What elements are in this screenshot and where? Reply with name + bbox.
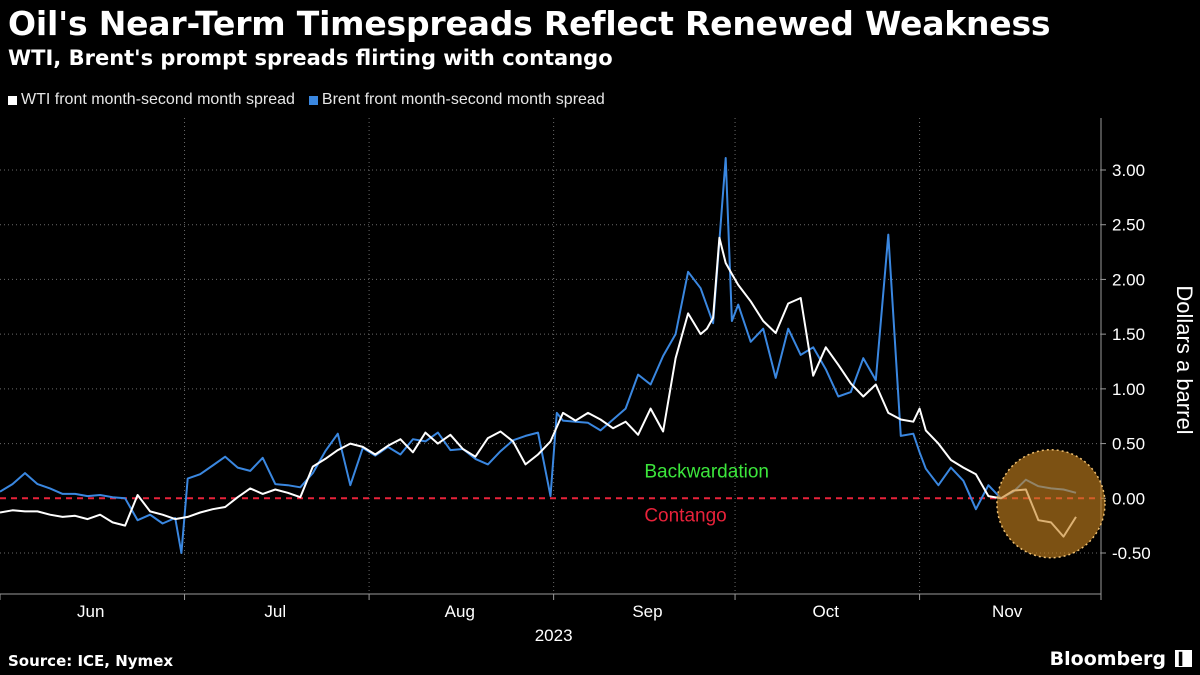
annotation-contango: Contango xyxy=(644,505,726,526)
chart-subtitle: WTI, Brent's prompt spreads flirting wit… xyxy=(8,46,613,70)
series-line-wti xyxy=(0,236,1077,538)
chart-title: Oil's Near-Term Timespreads Reflect Rene… xyxy=(8,4,1051,43)
series-line-brent xyxy=(0,157,1077,554)
legend-label-wti: WTI front month-second month spread xyxy=(21,91,295,108)
legend-item-wti: WTI front month-second month spread xyxy=(8,91,295,109)
annotation-backwardation: Backwardation xyxy=(644,461,769,482)
bloomberg-terminal-icon: ▍ xyxy=(1175,650,1192,667)
x-axis-year-label: 2023 xyxy=(535,626,573,645)
y-tick-label: -0.50 xyxy=(1112,544,1151,563)
legend-swatch-brent xyxy=(308,95,318,105)
legend: WTI front month-second month spread Bren… xyxy=(8,91,605,109)
source-note: Source: ICE, Nymex xyxy=(8,652,174,670)
legend-swatch-wti xyxy=(8,95,17,105)
x-tick-label-sep: Sep xyxy=(632,602,662,621)
y-tick-label: 0.50 xyxy=(1112,435,1145,454)
x-tick-label-nov: Nov xyxy=(992,602,1023,621)
legend-label-brent: Brent front month-second month spread xyxy=(321,91,605,108)
x-tick-label-jun: Jun xyxy=(77,602,104,621)
highlight-circle xyxy=(996,449,1106,559)
bloomberg-logo: Bloomberg xyxy=(1049,648,1166,670)
y-tick-label: 2.00 xyxy=(1112,270,1145,289)
x-tick-label-oct: Oct xyxy=(813,602,840,621)
x-tick-label-jul: Jul xyxy=(264,602,286,621)
y-tick-label: 3.00 xyxy=(1112,161,1145,180)
y-tick-label: 0.00 xyxy=(1112,489,1145,508)
y-tick-label: 2.50 xyxy=(1112,216,1145,235)
x-tick-label-aug: Aug xyxy=(445,602,475,621)
legend-item-brent: Brent front month-second month spread xyxy=(308,91,605,109)
y-tick-label: 1.00 xyxy=(1112,380,1145,399)
y-tick-label: 1.50 xyxy=(1112,325,1145,344)
y-axis-title: Dollars a barrel xyxy=(1172,285,1197,434)
